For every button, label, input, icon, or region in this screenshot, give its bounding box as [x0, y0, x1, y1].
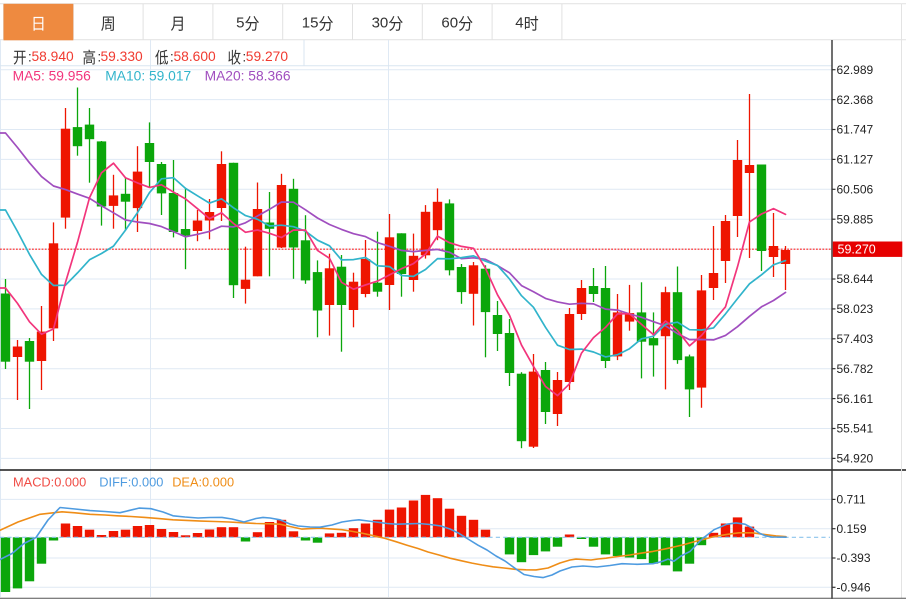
svg-text:61.747: 61.747 — [837, 123, 874, 137]
svg-text:-0.393: -0.393 — [837, 551, 871, 565]
svg-text:60.506: 60.506 — [837, 183, 874, 197]
svg-text:62.368: 62.368 — [837, 93, 874, 107]
svg-text:58.600: 58.600 — [174, 49, 217, 64]
svg-text:MA10: 59.017: MA10: 59.017 — [105, 69, 191, 84]
svg-text:58.644: 58.644 — [837, 272, 874, 286]
svg-text:0.711: 0.711 — [837, 493, 866, 507]
svg-text:62.989: 62.989 — [837, 63, 874, 77]
svg-text:5: 5 — [236, 14, 244, 31]
svg-text:4: 4 — [515, 14, 523, 31]
svg-text:-0.946: -0.946 — [837, 581, 871, 595]
svg-text:60: 60 — [441, 14, 458, 31]
svg-text:59.270: 59.270 — [246, 49, 289, 64]
svg-text:MA5: 59.956: MA5: 59.956 — [13, 69, 92, 84]
svg-text:0.159: 0.159 — [837, 522, 867, 536]
svg-text:MA20: 58.366: MA20: 58.366 — [205, 69, 291, 84]
svg-text:15: 15 — [302, 14, 319, 31]
svg-text:59.270: 59.270 — [838, 243, 876, 257]
svg-text:59.330: 59.330 — [101, 49, 144, 64]
svg-text:MACD:0.000: MACD:0.000 — [13, 475, 86, 490]
svg-text:56.161: 56.161 — [837, 392, 874, 406]
svg-text:DEA:0.000: DEA:0.000 — [172, 475, 234, 490]
svg-text::: : — [170, 49, 174, 65]
svg-text::: : — [242, 49, 246, 65]
svg-text:59.885: 59.885 — [837, 212, 874, 226]
svg-text:DIFF:0.000: DIFF:0.000 — [99, 475, 163, 490]
svg-text:54.920: 54.920 — [837, 452, 874, 466]
svg-text:56.782: 56.782 — [837, 362, 874, 376]
svg-text::: : — [28, 49, 32, 65]
svg-text:58.940: 58.940 — [32, 49, 75, 64]
svg-text:57.403: 57.403 — [837, 332, 874, 346]
svg-text::: : — [97, 49, 101, 65]
svg-text:61.127: 61.127 — [837, 153, 874, 167]
svg-text:55.541: 55.541 — [837, 422, 874, 436]
svg-text:30: 30 — [372, 14, 389, 31]
svg-text:58.023: 58.023 — [837, 302, 874, 316]
